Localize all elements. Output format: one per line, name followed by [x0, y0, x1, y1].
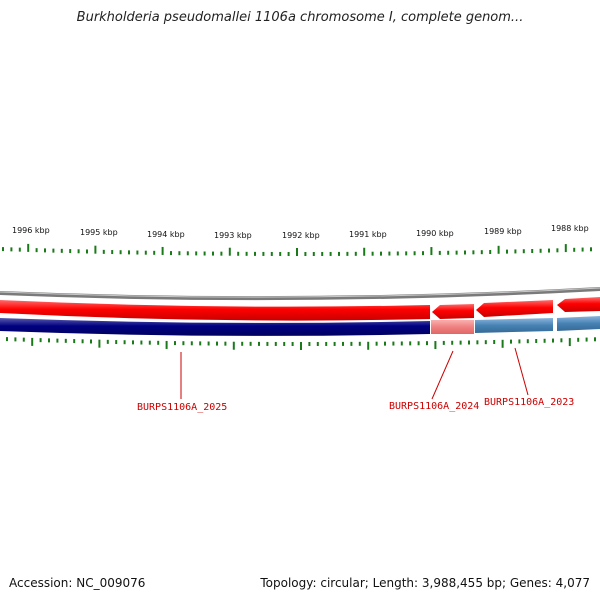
- gene-label[interactable]: BURPS1106A_2023: [484, 397, 574, 408]
- scale-label: 1989 kbp: [484, 227, 522, 236]
- scale-label: 1991 kbp: [349, 230, 387, 239]
- accession-text: Accession: NC_009076: [9, 576, 146, 590]
- upper-tick-marks: [2, 243, 592, 256]
- scale-labels: 1996 kbp 1995 kbp 1994 kbp 1993 kbp 1992…: [12, 224, 589, 240]
- gene-label[interactable]: BURPS1106A_2025: [137, 402, 227, 413]
- gene-label[interactable]: BURPS1106A_2024: [389, 401, 479, 412]
- scale-label: 1988 kbp: [551, 224, 589, 233]
- cds-feature-2025[interactable]: [0, 300, 430, 321]
- gene-feature-2025[interactable]: [0, 318, 430, 336]
- scale-label: 1996 kbp: [12, 226, 50, 235]
- cds-feature-next[interactable]: [557, 297, 600, 312]
- scale-label: 1990 kbp: [416, 229, 454, 238]
- cds-feature-2023[interactable]: [476, 300, 553, 317]
- scale-label: 1993 kbp: [214, 231, 252, 240]
- lower-tick-marks: [6, 337, 596, 350]
- gene-label-leader: [431, 350, 454, 400]
- cds-feature-2024[interactable]: [432, 304, 474, 319]
- gene-feature-2024[interactable]: [431, 320, 474, 334]
- scale-label: 1992 kbp: [282, 231, 320, 240]
- scale-label: 1995 kbp: [80, 228, 118, 237]
- genome-backbone-highlight: [0, 287, 600, 298]
- scale-label: 1994 kbp: [147, 230, 185, 239]
- gene-feature-2023[interactable]: [475, 318, 553, 333]
- gene-feature-next[interactable]: [557, 316, 600, 331]
- genome-summary-text: Topology: circular; Length: 3,988,455 bp…: [260, 576, 590, 590]
- genome-backbone: [0, 287, 600, 301]
- gene-label-leader: [514, 347, 529, 396]
- genome-title: Burkholderia pseudomallei 1106a chromoso…: [76, 10, 524, 25]
